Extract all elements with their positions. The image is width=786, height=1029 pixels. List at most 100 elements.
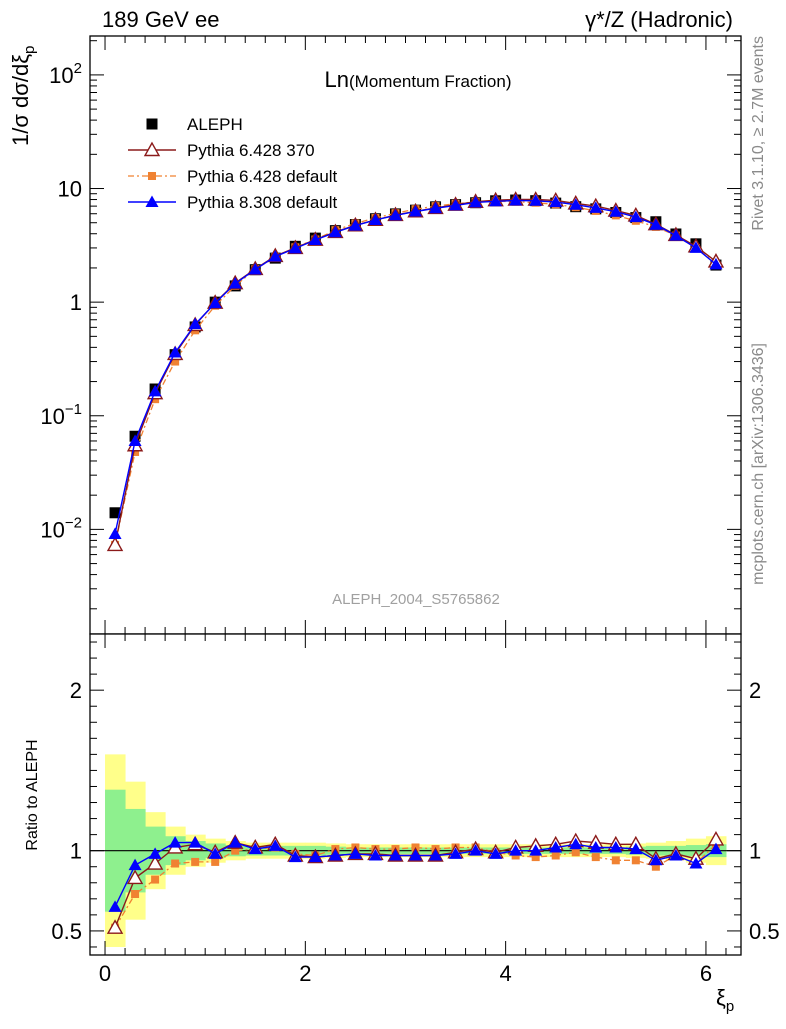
x-label-main: ξ bbox=[716, 985, 726, 1010]
legend-entry: Pythia 6.428 default bbox=[128, 167, 338, 186]
header-left-label: 189 GeV ee bbox=[102, 7, 219, 32]
main-plot-series bbox=[106, 191, 725, 552]
data-point bbox=[449, 198, 463, 211]
x-tick-label: 6 bbox=[700, 961, 712, 986]
data-point bbox=[288, 241, 302, 254]
data-point bbox=[148, 384, 162, 397]
ratio-plot-background bbox=[90, 634, 741, 955]
ratio-data-point bbox=[509, 844, 523, 856]
title-main: Ln bbox=[325, 67, 349, 92]
y-tick-label-exp: −1 bbox=[65, 401, 82, 418]
ratio-data-point bbox=[128, 858, 142, 871]
x-axis-label: ξp bbox=[716, 985, 734, 1015]
ratio-y-axis-label: Ratio to ALEPH bbox=[24, 739, 41, 850]
ratio-data-point bbox=[529, 844, 543, 856]
ratio-plot-series bbox=[106, 831, 725, 934]
legend-label: ALEPH bbox=[187, 115, 243, 134]
ratio-y-tick-label-right: 0.5 bbox=[749, 919, 780, 944]
data-point bbox=[308, 233, 322, 246]
ratio-data-point bbox=[288, 850, 302, 863]
data-point bbox=[589, 201, 603, 213]
ratio-data-point bbox=[549, 840, 563, 853]
ratio-data-point bbox=[651, 862, 660, 871]
ratio-data-point bbox=[191, 857, 200, 866]
data-point bbox=[128, 434, 142, 446]
ratio-data-point bbox=[689, 857, 703, 869]
ratio-data-point bbox=[308, 850, 322, 863]
legend-label: Pythia 8.308 default bbox=[187, 193, 338, 212]
data-point bbox=[168, 346, 182, 358]
ratio-data-point bbox=[388, 848, 402, 861]
analysis-watermark: ALEPH_2004_S5765862 bbox=[332, 591, 500, 608]
main-plot-area bbox=[90, 36, 741, 634]
ratio-data-point bbox=[131, 890, 140, 899]
series-pythia-8-308-default bbox=[108, 193, 723, 540]
ratio-data-point bbox=[589, 840, 603, 853]
legend-entry: Pythia 6.428 370 bbox=[128, 141, 315, 160]
ratio-data-point bbox=[429, 848, 443, 861]
x-tick-label: 2 bbox=[299, 961, 311, 986]
ratio-data-point bbox=[171, 859, 180, 868]
legend-entry: Pythia 8.308 default bbox=[128, 193, 338, 212]
data-point bbox=[106, 536, 124, 552]
main-plot-background bbox=[90, 36, 741, 634]
data-point bbox=[109, 507, 121, 519]
data-point bbox=[208, 296, 222, 309]
main-y-axis-label: 1/σ dσ/dξp bbox=[8, 46, 38, 146]
legend-marker bbox=[148, 172, 156, 180]
legend-marker bbox=[146, 118, 158, 130]
data-point bbox=[429, 201, 443, 214]
ratio-data-point bbox=[168, 836, 182, 848]
ratio-data-point bbox=[669, 848, 683, 861]
ratio-data-point bbox=[126, 869, 144, 885]
legend-entry: ALEPH bbox=[146, 115, 243, 134]
ratio-data-point bbox=[629, 842, 643, 855]
ratio-data-point bbox=[368, 848, 382, 861]
y-tick-label-base: 10 bbox=[40, 404, 64, 429]
x-tick-label: 0 bbox=[99, 961, 111, 986]
y-label-main: 1/σ dσ/dξ bbox=[8, 54, 33, 146]
legend-marker bbox=[145, 195, 159, 207]
data-point bbox=[108, 527, 122, 540]
ratio-data-point bbox=[449, 847, 463, 859]
ratio-data-point bbox=[151, 875, 160, 884]
legend-marker bbox=[143, 141, 161, 157]
y-tick-label: 1 bbox=[70, 290, 82, 315]
y-tick-label: 10−1 bbox=[40, 401, 82, 429]
data-point bbox=[629, 210, 643, 223]
y-tick-label-exp: −2 bbox=[65, 514, 82, 531]
ratio-data-point bbox=[709, 842, 723, 855]
data-point bbox=[689, 241, 703, 253]
data-point bbox=[469, 195, 483, 208]
ratio-data-point bbox=[569, 837, 583, 850]
ratio-series-pythia-8-308-default bbox=[108, 836, 723, 912]
ratio-data-point bbox=[231, 846, 240, 855]
data-point bbox=[709, 257, 723, 270]
ratio-data-point bbox=[228, 836, 242, 848]
ratio-data-point bbox=[248, 842, 262, 855]
ratio-data-point bbox=[106, 919, 124, 934]
data-point bbox=[509, 193, 523, 206]
y-tick-label: 102 bbox=[49, 60, 82, 88]
ratio-data-point bbox=[268, 839, 282, 851]
ratio-data-point bbox=[649, 853, 663, 866]
ratio-y-tick-label-right: 2 bbox=[749, 678, 761, 703]
ratio-data-point bbox=[469, 844, 483, 856]
y-tick-label: 10−2 bbox=[40, 514, 82, 542]
ratio-data-point bbox=[348, 847, 362, 859]
ratio-data-point bbox=[409, 848, 422, 861]
ratio-plot-frame bbox=[89, 633, 742, 956]
ratio-data-point bbox=[611, 856, 620, 865]
header-right-label: γ*/Z (Hadronic) bbox=[585, 7, 733, 32]
data-point bbox=[348, 219, 362, 231]
y-label-sub: p bbox=[21, 46, 38, 54]
legend-label: Pythia 6.428 default bbox=[187, 167, 338, 186]
ratio-plot-area bbox=[90, 634, 741, 955]
ratio-data-point bbox=[489, 847, 503, 859]
ratio-data-point bbox=[211, 857, 220, 866]
data-point bbox=[529, 194, 543, 206]
x-label-sub: p bbox=[726, 998, 734, 1015]
x-tick-label: 4 bbox=[500, 961, 512, 986]
